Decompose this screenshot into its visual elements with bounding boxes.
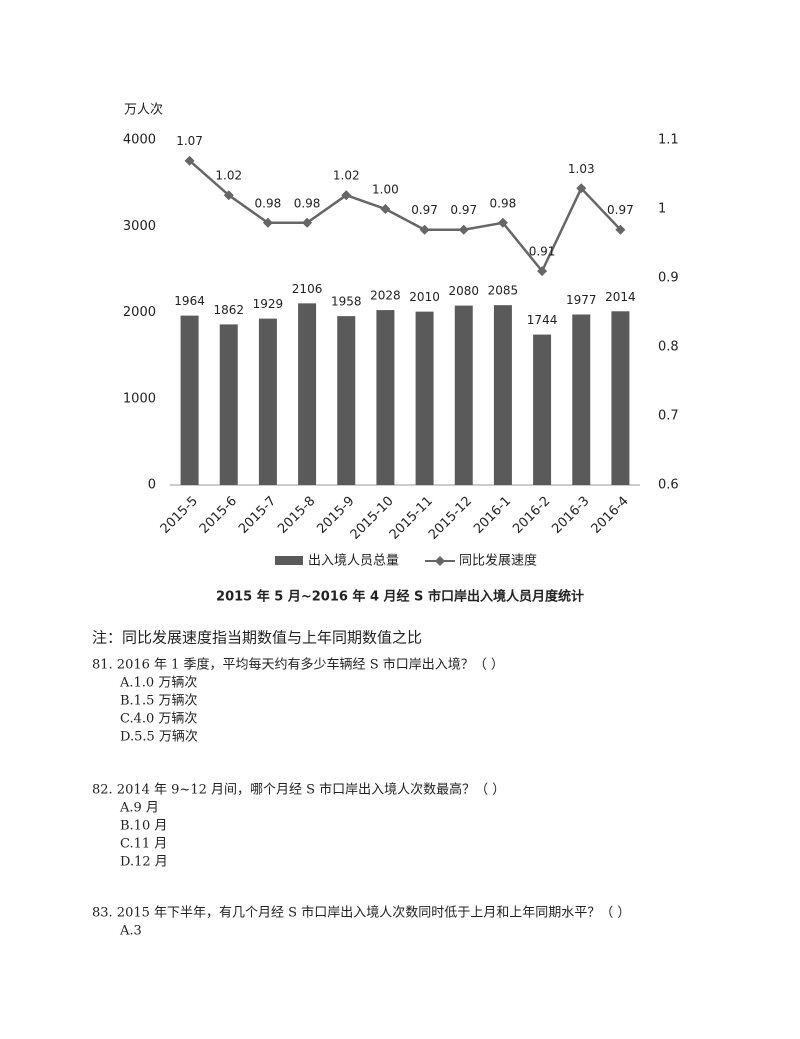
line-marker — [341, 190, 352, 201]
line-marker — [497, 217, 508, 228]
bar — [376, 310, 395, 485]
bar — [180, 315, 199, 485]
x-tick-label: 2015-8 — [275, 494, 318, 537]
bar — [493, 305, 512, 485]
question-option: A.3 — [119, 924, 142, 939]
line-label: 1.00 — [372, 183, 399, 197]
note: 注：同比发展速度指当期数值与上年同期数值之比 — [92, 629, 422, 647]
y2-tick-label: 0.9 — [658, 271, 679, 286]
x-tick-label: 2016-4 — [589, 494, 632, 537]
line-marker — [184, 155, 195, 166]
line-label: 0.98 — [490, 196, 517, 210]
bar-label: 2106 — [292, 282, 323, 296]
question-option: D.5.5 万辆次 — [120, 729, 198, 745]
x-tick-label: 2016-3 — [549, 494, 592, 537]
x-tick-label: 2016-2 — [510, 494, 553, 537]
x-tick-label: 2015-7 — [236, 494, 279, 537]
line-label: 0.91 — [529, 245, 556, 259]
question-option: C.11 月 — [120, 837, 167, 852]
bar — [454, 305, 473, 485]
line-label: 0.97 — [450, 203, 477, 217]
y-tick-label: 3000 — [123, 219, 156, 234]
question-option: D.12 月 — [120, 855, 168, 870]
bar — [415, 311, 434, 485]
y2-tick-label: 1.1 — [658, 133, 679, 148]
legend-label: 同比发展速度 — [459, 553, 537, 569]
y2-tick-label: 1 — [658, 202, 666, 217]
line-marker — [615, 224, 626, 235]
y2-tick-label: 0.8 — [658, 340, 679, 355]
bar-label: 1744 — [527, 313, 558, 327]
bar-label: 2080 — [448, 284, 479, 298]
question-text: 83. 2015 年下半年，有几个月经 S 市口岸出入境人次数同时低于上月和上年… — [92, 905, 630, 921]
chart-caption: 2015 年 5 月~2016 年 4 月经 S 市口岸出入境人员月度统计 — [216, 589, 584, 605]
y2-tick-label: 0.7 — [658, 409, 679, 424]
bar-label: 2014 — [605, 290, 636, 304]
line-marker — [537, 266, 548, 277]
line-label: 0.97 — [411, 203, 438, 217]
y-axis-label: 万人次 — [124, 102, 163, 118]
bar-label: 1977 — [566, 293, 597, 307]
bar-label: 1929 — [253, 297, 284, 311]
line-label: 1.03 — [568, 162, 595, 176]
y2-tick-label: 0.6 — [658, 478, 679, 493]
bar-label: 1964 — [174, 294, 205, 308]
bar — [533, 334, 552, 485]
legend-label: 出入境人员总量 — [308, 554, 399, 569]
bar — [611, 311, 630, 485]
y-tick-label: 1000 — [123, 391, 156, 406]
line-label: 0.98 — [294, 196, 321, 210]
question-option: A.1.0 万辆次 — [119, 675, 197, 691]
bar — [219, 324, 238, 485]
line-label: 0.98 — [255, 196, 282, 210]
y-tick-label: 4000 — [123, 133, 156, 148]
bar-label: 1862 — [213, 303, 244, 317]
legend-swatch — [275, 556, 303, 565]
legend-marker — [435, 556, 445, 566]
bar — [337, 316, 356, 485]
bar-label: 2085 — [488, 284, 519, 298]
line-marker — [223, 190, 234, 201]
bar — [572, 314, 591, 485]
line-marker — [419, 224, 430, 235]
x-tick-label: 2015-5 — [158, 494, 201, 537]
line — [188, 159, 622, 274]
bar-label: 1958 — [331, 295, 362, 309]
bar — [298, 303, 317, 485]
line-marker — [262, 217, 273, 228]
line-marker — [380, 204, 391, 214]
bar — [258, 318, 277, 485]
bar-label: 2028 — [370, 289, 401, 303]
question-option: A.9 月 — [119, 801, 159, 816]
line-marker — [576, 183, 587, 194]
question-text: 82. 2014 年 9~12 月间，哪个月经 S 市口岸出入境人次数最高？（ … — [92, 782, 505, 798]
question-option: C.4.0 万辆次 — [120, 711, 197, 727]
y-tick-label: 0 — [148, 478, 156, 493]
line-marker — [458, 224, 469, 235]
y-tick-label: 2000 — [123, 305, 156, 320]
question-option: B.10 月 — [120, 819, 167, 834]
line-label: 1.07 — [176, 134, 203, 148]
x-tick-label: 2015-6 — [197, 494, 240, 537]
x-tick-label: 2015-12 — [426, 494, 475, 543]
line-label: 1.02 — [215, 169, 242, 183]
line-marker — [302, 217, 313, 228]
x-tick-label: 2016-1 — [471, 494, 514, 537]
question-option: B.1.5 万辆次 — [120, 693, 198, 709]
bar-label: 2010 — [409, 290, 440, 304]
question-text: 81. 2016 年 1 季度，平均每天约有多少车辆经 S 市口岸出入境？（ ） — [92, 657, 504, 673]
line-label: 1.02 — [333, 169, 360, 183]
line-label: 0.97 — [607, 203, 634, 217]
